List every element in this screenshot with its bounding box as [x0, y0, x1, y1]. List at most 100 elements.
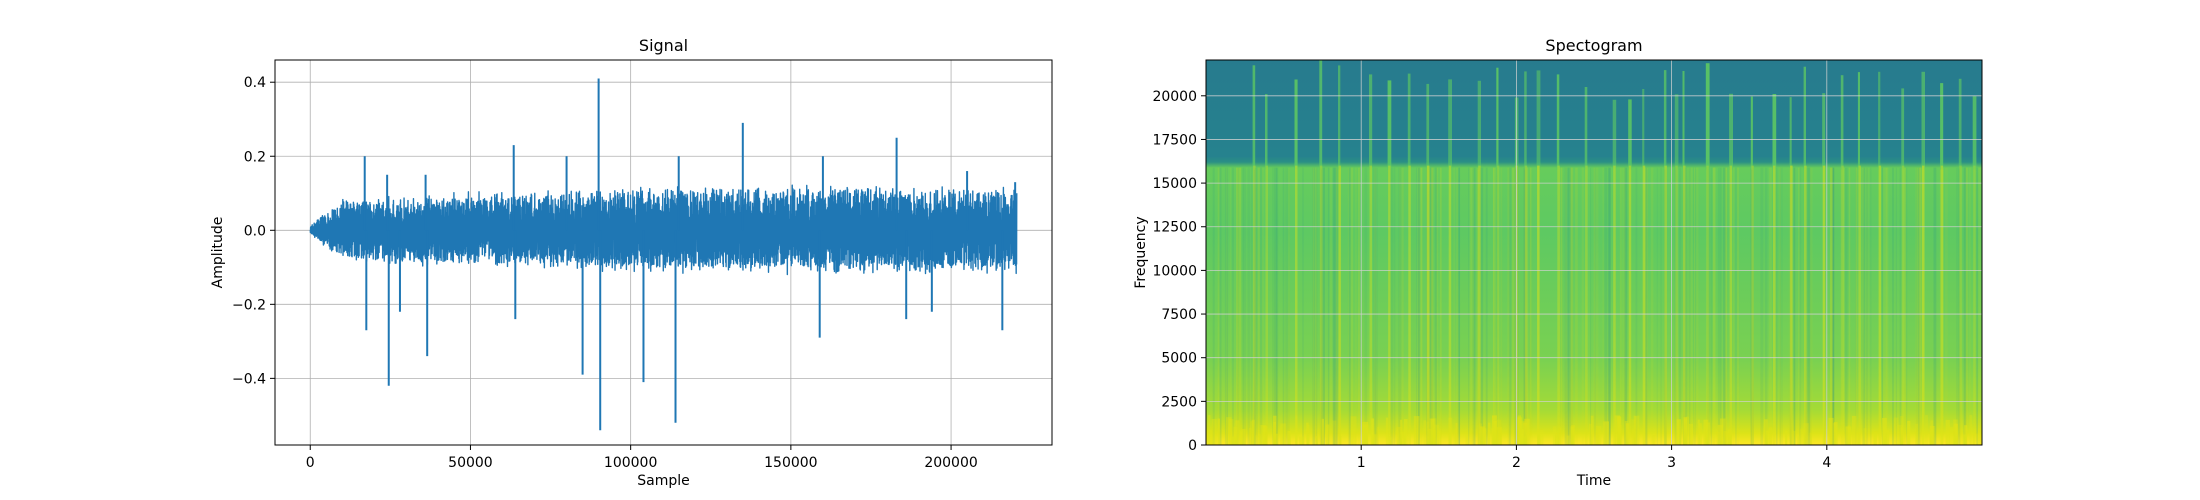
spectrogram-low-band	[1603, 421, 1609, 445]
spectrogram-striation	[1892, 167, 1894, 445]
spectrogram-striation	[1884, 167, 1888, 445]
spectrogram-transient-body	[1773, 165, 1776, 445]
spectrogram-transient-body	[1369, 165, 1372, 445]
spectrogram-striation	[1595, 167, 1599, 445]
spectrogram-low-band	[1280, 423, 1286, 445]
spectrogram-striation	[1855, 167, 1857, 445]
spectrogram-low-band	[1287, 430, 1291, 445]
spectrogram-low-band	[1434, 424, 1439, 445]
spectrogram-striation	[1336, 167, 1338, 445]
spectrogram-low-band	[1873, 431, 1877, 445]
spectrogram-low-band	[1570, 426, 1575, 445]
signal-xtick-label: 0	[306, 455, 315, 471]
spectrogram-striation	[1493, 167, 1496, 445]
spectrogram-x-axis: 1 2 3 4	[1357, 445, 1831, 471]
spectrogram-striation	[1674, 167, 1677, 445]
spectrogram-striation	[1323, 167, 1325, 445]
spectrogram-striation	[1429, 167, 1433, 445]
spectrogram-striation	[1831, 167, 1835, 445]
spectrogram-striation	[1963, 167, 1966, 445]
spectrogram-transient	[1369, 74, 1373, 170]
spectrogram-low-band	[1206, 430, 1213, 445]
spectrogram-transient-body	[1557, 165, 1560, 445]
spectrogram-low-band	[1239, 431, 1243, 445]
spectrogram-striation	[1333, 167, 1335, 445]
spectrogram-striation	[1570, 167, 1573, 445]
spectrogram-low-band	[1705, 422, 1710, 445]
signal-line	[309, 184, 1018, 276]
spectrogram-striation	[1319, 167, 1323, 445]
spectrogram-low-band	[1258, 434, 1262, 445]
spectrogram-striation	[1485, 167, 1488, 445]
spectrogram-striation	[1335, 167, 1339, 445]
spectrogram-striation	[1693, 167, 1696, 445]
spectrogram-transient	[1265, 94, 1268, 170]
spectrogram-striation	[1334, 167, 1338, 445]
spectrogram-striation	[1844, 167, 1848, 445]
spectrogram-striation	[1862, 167, 1866, 445]
spectrogram-low-band	[1964, 425, 1967, 445]
spectrogram-striation	[1332, 167, 1336, 445]
spectrogram-striation	[1388, 167, 1390, 445]
spectrogram-striation	[1737, 167, 1739, 445]
spectrogram-low-band	[1596, 427, 1600, 445]
signal-xtick-label: 200000	[924, 455, 977, 471]
spectrogram-low-band	[1863, 428, 1867, 445]
spec-xtick-label: 3	[1667, 455, 1676, 471]
spectrogram-striation	[1472, 167, 1474, 445]
spec-ytick-label: 17500	[1152, 132, 1197, 148]
spectrogram-striation	[1254, 167, 1257, 445]
signal-xlabel: Sample	[637, 473, 690, 489]
spectrogram-transient	[1628, 99, 1632, 170]
spectrogram-striation	[1431, 167, 1433, 445]
spectrogram-low-band	[1688, 423, 1693, 445]
signal-y-axis: 0.4 0.2 0.0 −0.2 −0.4	[232, 75, 275, 387]
spectrogram-striation	[1861, 167, 1865, 445]
spectrogram-low-band	[1683, 417, 1688, 445]
spectrogram-striation	[1355, 167, 1357, 445]
spectrogram-striation	[1804, 167, 1808, 445]
spectrogram-striation	[1321, 167, 1323, 445]
spectrogram-transient-body	[1940, 165, 1944, 445]
spectrogram-striation	[1645, 167, 1648, 445]
spectrogram-striation	[1570, 167, 1574, 445]
spectrogram-transient	[1840, 75, 1844, 170]
spectrogram-striation	[1712, 167, 1716, 445]
spectrogram-low-band	[1851, 415, 1857, 445]
spectrogram-transient-body	[1790, 165, 1793, 445]
spectrogram-low-band	[1882, 417, 1887, 445]
spectrogram-transient-body	[1585, 165, 1588, 445]
spectrogram-low-band	[1235, 420, 1240, 445]
spectrogram-transient-body	[1628, 165, 1632, 445]
spectrogram-low-band	[1558, 427, 1561, 445]
spectrogram-low-band	[1552, 426, 1557, 445]
spectrogram-striation	[1843, 167, 1846, 445]
spectrogram-striation	[1237, 167, 1241, 445]
spectrogram-low-band	[1897, 424, 1903, 445]
spectrogram-striation	[1696, 167, 1699, 445]
spectrogram-transient-body	[1804, 165, 1807, 445]
spectrogram-striation	[1493, 167, 1496, 445]
spectrogram-striation	[1737, 167, 1740, 445]
spectrogram-low-band	[1522, 428, 1524, 445]
spectrogram-striation	[1288, 167, 1290, 445]
spectrogram-striation	[1253, 167, 1255, 445]
spectrogram-striation	[1500, 167, 1503, 445]
spectrogram-low-band	[1828, 417, 1834, 445]
spectrogram-striation	[1302, 167, 1304, 445]
spectrogram-striation	[1751, 167, 1754, 445]
spectrogram-striation	[1478, 167, 1480, 445]
spectrogram-low-band	[1413, 416, 1420, 445]
spectrogram-striation	[1895, 167, 1897, 445]
signal-title: Signal	[639, 36, 688, 55]
spectrogram-transient-body	[1822, 165, 1826, 445]
spectrogram-striation	[1347, 167, 1350, 445]
spectrogram-striation	[1664, 167, 1667, 445]
spectrogram-striation	[1242, 167, 1244, 445]
spectrogram-texture	[1206, 167, 1982, 445]
spectrogram-low-band	[1496, 427, 1502, 445]
spectrogram-transient-body	[1319, 165, 1323, 445]
signal-ytick-label: 0.0	[244, 223, 266, 239]
signal-series	[309, 78, 1018, 431]
spectrogram-striation	[1250, 167, 1253, 445]
